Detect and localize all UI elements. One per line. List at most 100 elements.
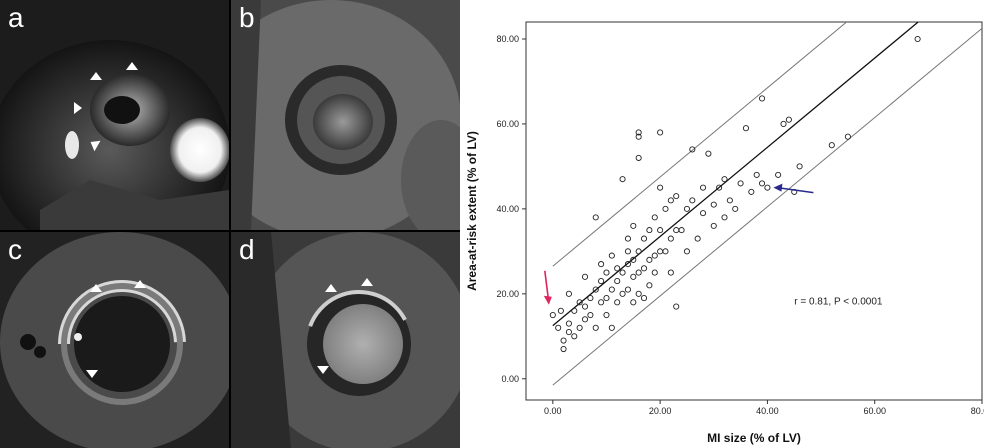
y-axis-ticks: 0.00 20.00 40.00 60.00 80.00	[496, 34, 526, 384]
data-point	[592, 286, 599, 293]
y-tick-label: 20.00	[496, 289, 519, 299]
data-point	[630, 222, 637, 229]
data-point	[640, 265, 648, 272]
data-point	[614, 265, 621, 272]
data-point	[581, 303, 589, 310]
data-point	[732, 205, 739, 212]
data-point	[780, 120, 787, 127]
data-point	[646, 282, 653, 289]
data-point	[667, 269, 674, 276]
data-point	[571, 333, 578, 340]
x-tick-label: 60.00	[863, 406, 886, 416]
data-point	[710, 201, 717, 208]
data-point	[662, 248, 669, 255]
data-point	[758, 95, 766, 102]
arrowhead-marker	[134, 280, 146, 288]
upper-prediction-band	[552, 22, 848, 267]
panel-label-b: b	[239, 2, 255, 33]
mri-panel-d: d	[231, 232, 460, 448]
data-point	[758, 180, 766, 187]
data-point	[598, 278, 605, 285]
data-point	[560, 337, 567, 344]
data-point	[614, 278, 621, 285]
data-point	[721, 176, 728, 183]
data-point	[624, 248, 631, 255]
prediction-bands	[552, 22, 982, 386]
data-point	[689, 197, 696, 204]
data-point	[694, 235, 701, 242]
data-point	[640, 235, 648, 242]
data-point	[753, 171, 760, 178]
mri-panel-a: a	[0, 0, 229, 230]
x-tick-label: 20.00	[649, 406, 672, 416]
data-point	[748, 188, 755, 195]
y-tick-label: 60.00	[496, 119, 519, 129]
scatter-chart: 0.00 20.00 40.00 60.00 80.00 0.00 20.00 40.00 6…	[460, 0, 984, 448]
data-point	[646, 256, 653, 263]
mri-image-d	[231, 232, 460, 448]
panel-label-c: c	[8, 234, 22, 265]
annotation-arrows	[543, 183, 814, 305]
arrowhead-marker	[90, 72, 102, 80]
arrowhead-marker	[361, 278, 373, 286]
data-point	[608, 324, 615, 331]
mri-image-c	[0, 232, 229, 448]
data-point	[828, 142, 835, 149]
data-point	[710, 222, 717, 229]
data-point	[555, 324, 562, 331]
data-point	[651, 214, 658, 221]
lower-prediction-band	[552, 27, 982, 386]
data-point	[699, 184, 707, 191]
data-point	[705, 150, 712, 157]
data-point	[592, 214, 599, 221]
x-tick-label: 40.00	[756, 406, 779, 416]
data-point	[635, 290, 642, 297]
data-point	[646, 227, 653, 234]
data-point	[721, 214, 728, 221]
data-point	[699, 210, 707, 217]
regression-line	[552, 22, 920, 327]
data-point	[914, 35, 921, 43]
arrowhead-marker	[86, 370, 98, 378]
arrowhead-marker	[90, 140, 101, 152]
data-point	[678, 227, 685, 234]
data-point	[565, 320, 572, 327]
data-point	[603, 269, 610, 276]
data-point	[587, 295, 594, 302]
pink-arrow-head	[543, 295, 552, 305]
x-axis-title: MI size (% of LV)	[707, 431, 801, 445]
arrowhead-marker	[74, 102, 82, 114]
data-point	[635, 154, 642, 161]
data-point	[608, 286, 615, 293]
data-point	[716, 184, 723, 191]
data-point	[635, 269, 642, 276]
panel-label-d: d	[239, 234, 255, 265]
x-tick-label: 80.00	[971, 406, 984, 416]
data-point	[565, 290, 572, 297]
mri-panels: a b	[0, 0, 460, 448]
y-tick-label: 0.00	[501, 374, 519, 384]
data-point	[557, 307, 564, 314]
correlation-annotation: r = 0.81, P < 0.0001	[794, 296, 883, 307]
data-point	[657, 248, 664, 255]
fit-line-group	[552, 22, 920, 327]
data-point	[619, 290, 626, 297]
data-point	[576, 299, 583, 306]
y-tick-label: 40.00	[496, 204, 519, 214]
data-point	[726, 197, 733, 204]
data-point	[603, 295, 610, 302]
arrowhead-marker	[317, 366, 329, 374]
arrowhead-marker	[126, 62, 138, 70]
data-point	[630, 256, 637, 263]
data-point	[624, 286, 631, 293]
data-point	[673, 227, 680, 234]
data-point	[630, 273, 637, 280]
data-point	[565, 328, 572, 336]
data-point	[673, 193, 680, 200]
mri-image-b	[231, 0, 460, 230]
data-point	[630, 299, 637, 306]
data-point	[598, 299, 605, 306]
data-point	[592, 324, 599, 331]
data-point	[673, 303, 680, 310]
plot-area	[525, 21, 983, 401]
